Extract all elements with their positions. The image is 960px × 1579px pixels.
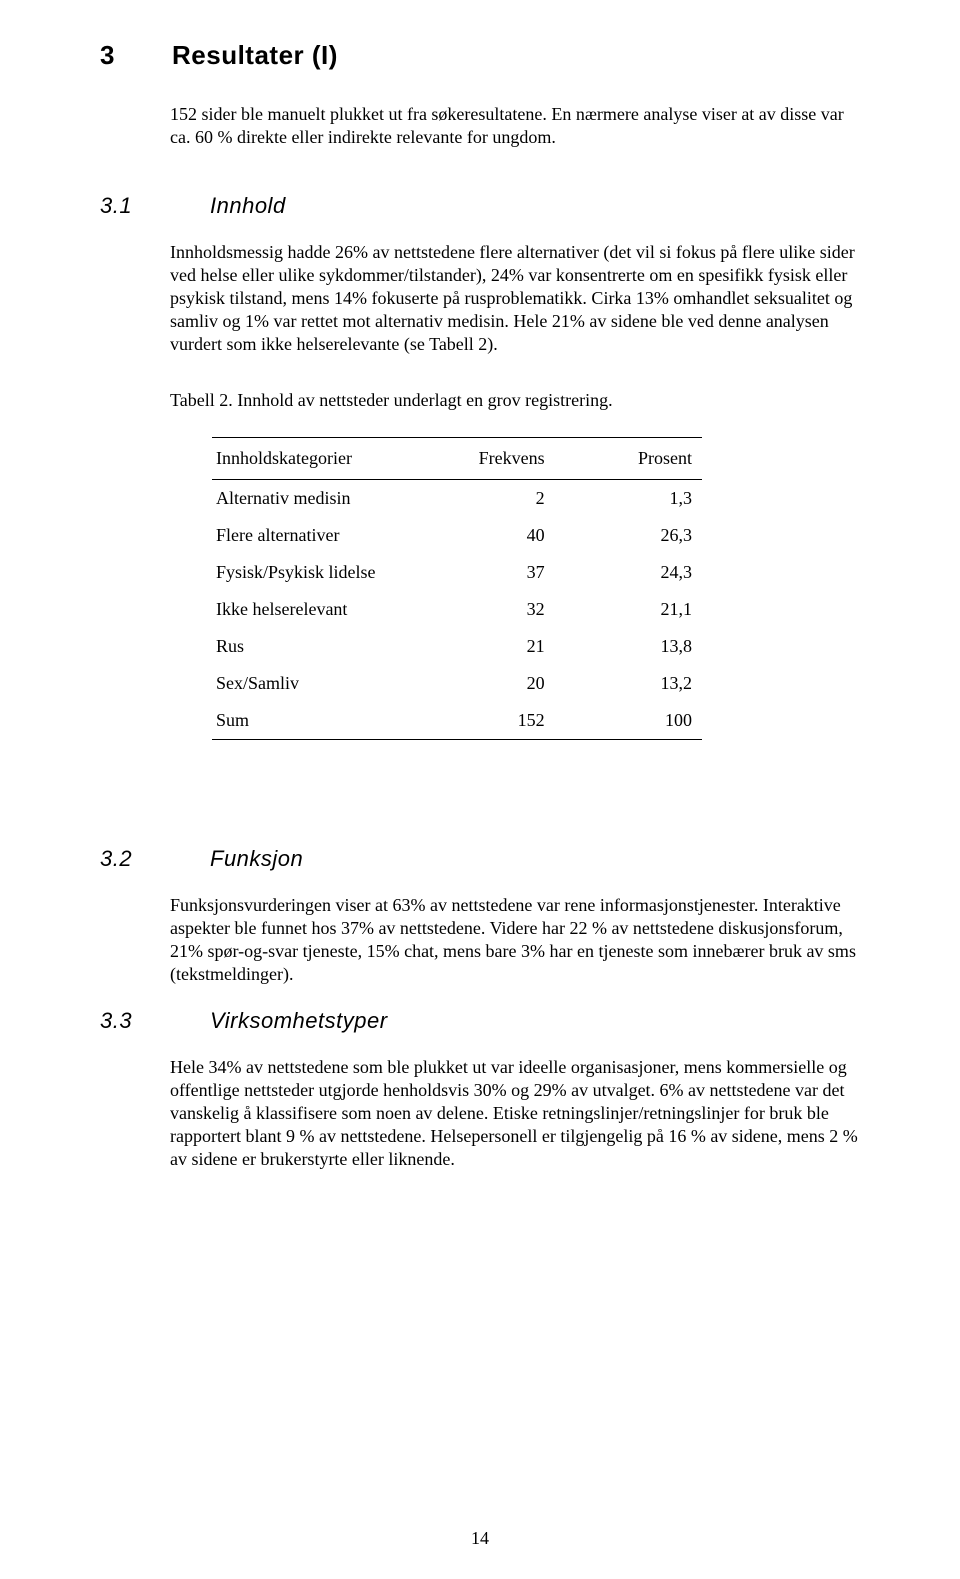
table-row: Fysisk/Psykisk lidelse 37 24,3: [212, 554, 702, 591]
table-cell: 152: [467, 702, 575, 740]
table-cell: Fysisk/Psykisk lidelse: [212, 554, 467, 591]
table-cell: 1,3: [575, 480, 702, 518]
content-table: Innholdskategorier Frekvens Prosent Alte…: [212, 437, 702, 740]
subsection-heading: 3.3 Virksomhetstyper: [100, 1008, 860, 1034]
section-heading: 3 Resultater (I): [100, 40, 860, 71]
table-cell: Sex/Samliv: [212, 665, 467, 702]
subsection-title: Virksomhetstyper: [210, 1008, 388, 1034]
subsection-heading: 3.2 Funksjon: [100, 846, 860, 872]
table-cell: 100: [575, 702, 702, 740]
page: 3 Resultater (I) 152 sider ble manuelt p…: [0, 0, 960, 1579]
subsection-paragraph: Innholdsmessig hadde 26% av nettstedene …: [170, 241, 860, 356]
subsection-paragraph: Hele 34% av nettstedene som ble plukket …: [170, 1056, 860, 1171]
table-cell: Rus: [212, 628, 467, 665]
subsection-paragraph: Funksjonsvurderingen viser at 63% av net…: [170, 894, 860, 986]
table-cell: 37: [467, 554, 575, 591]
table-header-cell: Prosent: [575, 438, 702, 480]
table-cell: 20: [467, 665, 575, 702]
table-header-cell: Frekvens: [467, 438, 575, 480]
subsection-title: Funksjon: [210, 846, 303, 872]
spacer: [100, 740, 860, 802]
table-cell: Flere alternativer: [212, 517, 467, 554]
subsection-title: Innhold: [210, 193, 286, 219]
subsection-number: 3.2: [100, 846, 210, 872]
table-cell: 26,3: [575, 517, 702, 554]
table-caption: Tabell 2. Innhold av nettsteder underlag…: [170, 390, 860, 411]
table-cell: 13,8: [575, 628, 702, 665]
section-title: Resultater (I): [172, 40, 338, 71]
subsection-number: 3.1: [100, 193, 210, 219]
table-row: Sum 152 100: [212, 702, 702, 740]
table-row: Rus 21 13,8: [212, 628, 702, 665]
table-row: Ikke helserelevant 32 21,1: [212, 591, 702, 628]
table-row: Sex/Samliv 20 13,2: [212, 665, 702, 702]
table-cell: Ikke helserelevant: [212, 591, 467, 628]
section-number: 3: [100, 40, 172, 71]
subsection-heading: 3.1 Innhold: [100, 193, 860, 219]
page-number: 14: [0, 1528, 960, 1549]
table-row: Flere alternativer 40 26,3: [212, 517, 702, 554]
table-cell: 2: [467, 480, 575, 518]
table-cell: 13,2: [575, 665, 702, 702]
subsection-number: 3.3: [100, 1008, 210, 1034]
table-cell: 21: [467, 628, 575, 665]
table-cell: 40: [467, 517, 575, 554]
table-cell: 24,3: [575, 554, 702, 591]
table-header-cell: Innholdskategorier: [212, 438, 467, 480]
table-row: Alternativ medisin 2 1,3: [212, 480, 702, 518]
table-cell: Alternativ medisin: [212, 480, 467, 518]
table-cell: 32: [467, 591, 575, 628]
table-cell: 21,1: [575, 591, 702, 628]
table-header-row: Innholdskategorier Frekvens Prosent: [212, 438, 702, 480]
section-intro-paragraph: 152 sider ble manuelt plukket ut fra søk…: [170, 103, 860, 149]
table-cell: Sum: [212, 702, 467, 740]
